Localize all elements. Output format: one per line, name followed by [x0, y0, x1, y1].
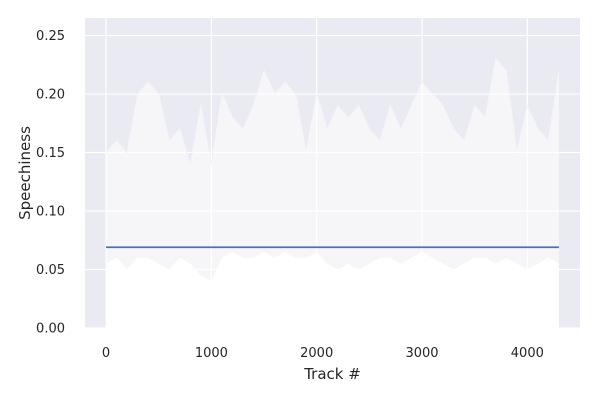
- y-tick-label: 0.25: [36, 29, 65, 44]
- y-axis-label: Speechiness: [16, 126, 34, 220]
- y-tick-label: 0.00: [36, 322, 65, 337]
- x-tick-label: 3000: [405, 346, 438, 361]
- x-tick-label: 1000: [195, 346, 228, 361]
- band-core: [106, 251, 559, 328]
- data-series: [105, 57, 560, 329]
- x-tick-label: 4000: [511, 346, 544, 361]
- y-tick-label: 0.15: [36, 146, 65, 161]
- x-tick-label: 0: [102, 346, 110, 361]
- band-upper-edge: [105, 57, 560, 165]
- x-axis-label: Track #: [303, 365, 361, 383]
- tick-labels: 0.00 0.05 0.10 0.15 0.20 0.25 0 1000 2000 3000 400…: [36, 29, 544, 361]
- x-tick-label: 2000: [300, 346, 333, 361]
- y-tick-label: 0.10: [36, 205, 65, 220]
- y-tick-label: 0.05: [36, 263, 65, 278]
- y-tick-label: 0.20: [36, 88, 65, 103]
- band-area: [106, 58, 559, 329]
